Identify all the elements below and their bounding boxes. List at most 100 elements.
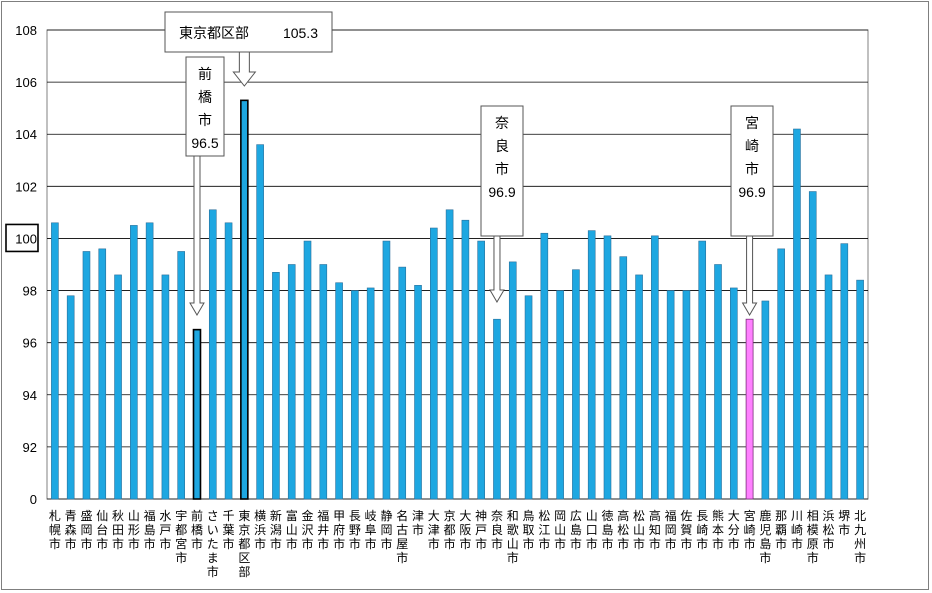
x-tick-label: 水戸市 xyxy=(159,509,171,551)
x-tick-label: 福島市 xyxy=(144,508,156,551)
y-tick-label: 94 xyxy=(23,388,37,403)
x-tick-label: 宮崎市 xyxy=(744,508,756,551)
bar xyxy=(240,99,249,500)
x-tick-label: 甲府市 xyxy=(333,509,345,551)
bar xyxy=(761,300,770,500)
y-tick-label: 108 xyxy=(15,23,37,38)
bar xyxy=(98,248,107,500)
x-tick-label: 北九州市 xyxy=(854,509,866,565)
bar xyxy=(808,191,817,500)
x-tick-label: 大阪市 xyxy=(459,509,471,551)
y-tick-label: 106 xyxy=(15,75,37,90)
x-tick-label: 千葉市 xyxy=(223,509,235,551)
bar xyxy=(729,287,738,500)
y-tick-label: 96 xyxy=(23,336,37,351)
bar xyxy=(524,295,533,500)
bar xyxy=(192,328,202,500)
x-tick-label: 東京都区部 xyxy=(238,509,250,579)
bar xyxy=(161,274,170,500)
x-tick-label: 神戸市 xyxy=(475,509,487,551)
bar xyxy=(445,209,454,500)
x-tick-label: 相模原市 xyxy=(807,509,819,565)
x-tick-label: 横浜市 xyxy=(254,509,266,551)
x-tick-label: 津市 xyxy=(412,509,424,537)
bar xyxy=(587,230,596,500)
x-tick-label: 鹿児島市 xyxy=(759,508,771,565)
bar xyxy=(224,222,233,500)
x-tick-label: 浜松市 xyxy=(823,509,835,551)
x-tick-label: 岡山市 xyxy=(554,509,566,551)
plot-area xyxy=(46,29,869,500)
x-tick-label: 広島市 xyxy=(570,509,582,551)
bar xyxy=(382,240,391,500)
x-tick-label: 盛岡市 xyxy=(80,508,92,551)
bar xyxy=(287,264,296,500)
bar xyxy=(351,290,359,500)
x-tick-label: 静岡市 xyxy=(380,509,392,551)
x-tick-label: 金沢市 xyxy=(302,508,314,551)
x-tick-label: 福岡市 xyxy=(665,508,677,551)
x-tick-label: さいたま市 xyxy=(207,509,219,579)
x-tick-label: 前橋市 xyxy=(191,508,203,551)
bar xyxy=(177,251,186,500)
x-tick-label: 福井市 xyxy=(317,508,329,551)
bar xyxy=(145,222,154,500)
y-tick-label: 98 xyxy=(23,284,37,299)
x-tick-label: 山口市 xyxy=(586,509,598,551)
x-tick-label: 松山市 xyxy=(633,509,645,551)
bar xyxy=(603,235,612,500)
bar xyxy=(793,128,801,500)
callout-label: 東京都区部 xyxy=(179,26,249,42)
y-tick-label: 104 xyxy=(15,127,37,142)
bar xyxy=(272,272,280,500)
baseline-tick-box xyxy=(5,223,39,253)
y-tick-label: 92 xyxy=(23,440,37,455)
y-tick-label: 102 xyxy=(15,179,37,194)
x-tick-label: 宇都宮市 xyxy=(175,509,187,565)
y-tick-label: 0 xyxy=(30,492,37,507)
bar xyxy=(414,285,422,500)
x-tick-label: 京都市 xyxy=(444,509,456,551)
bar xyxy=(493,318,501,500)
x-tick-label: 大分市 xyxy=(728,509,740,551)
bar xyxy=(572,269,580,500)
bar xyxy=(461,219,470,500)
callout-label: 前橋市 xyxy=(198,66,212,129)
bar xyxy=(303,240,312,500)
bar xyxy=(66,295,75,500)
bar xyxy=(714,264,722,500)
bar xyxy=(208,209,217,500)
x-tick-label: 和歌山市 xyxy=(507,509,519,565)
bar xyxy=(824,274,833,500)
x-tick-label: 徳島市 xyxy=(601,508,613,551)
x-tick-label: 名古屋市 xyxy=(396,508,408,565)
callout-box xyxy=(164,11,333,53)
x-tick-label: 鳥取市 xyxy=(523,508,535,551)
bar xyxy=(856,279,864,500)
callout-arrow xyxy=(232,51,257,87)
x-tick-label: 高松市 xyxy=(617,508,629,551)
bar xyxy=(398,266,407,500)
x-tick-label: 山形市 xyxy=(128,509,140,551)
callout-value: 96.9 xyxy=(738,184,765,200)
x-tick-label: 青森市 xyxy=(65,509,77,551)
bar xyxy=(114,274,122,500)
bar xyxy=(682,290,691,500)
x-tick-label: 仙台市 xyxy=(96,509,108,551)
bar xyxy=(51,222,59,500)
callout-label: 奈良市 xyxy=(495,116,509,178)
x-tick-label: 札幌市 xyxy=(49,509,61,551)
bar xyxy=(777,248,785,500)
bar xyxy=(540,232,549,500)
bar xyxy=(666,290,675,500)
callout-value: 96.5 xyxy=(191,135,218,151)
x-tick-label: 熊本市 xyxy=(712,508,724,551)
callout-box xyxy=(730,105,774,237)
bar xyxy=(698,240,707,500)
x-tick-label: 岐阜市 xyxy=(365,509,377,551)
bar xyxy=(130,225,138,500)
x-tick-label: 秋田市 xyxy=(112,509,124,551)
callout-box xyxy=(185,56,225,157)
